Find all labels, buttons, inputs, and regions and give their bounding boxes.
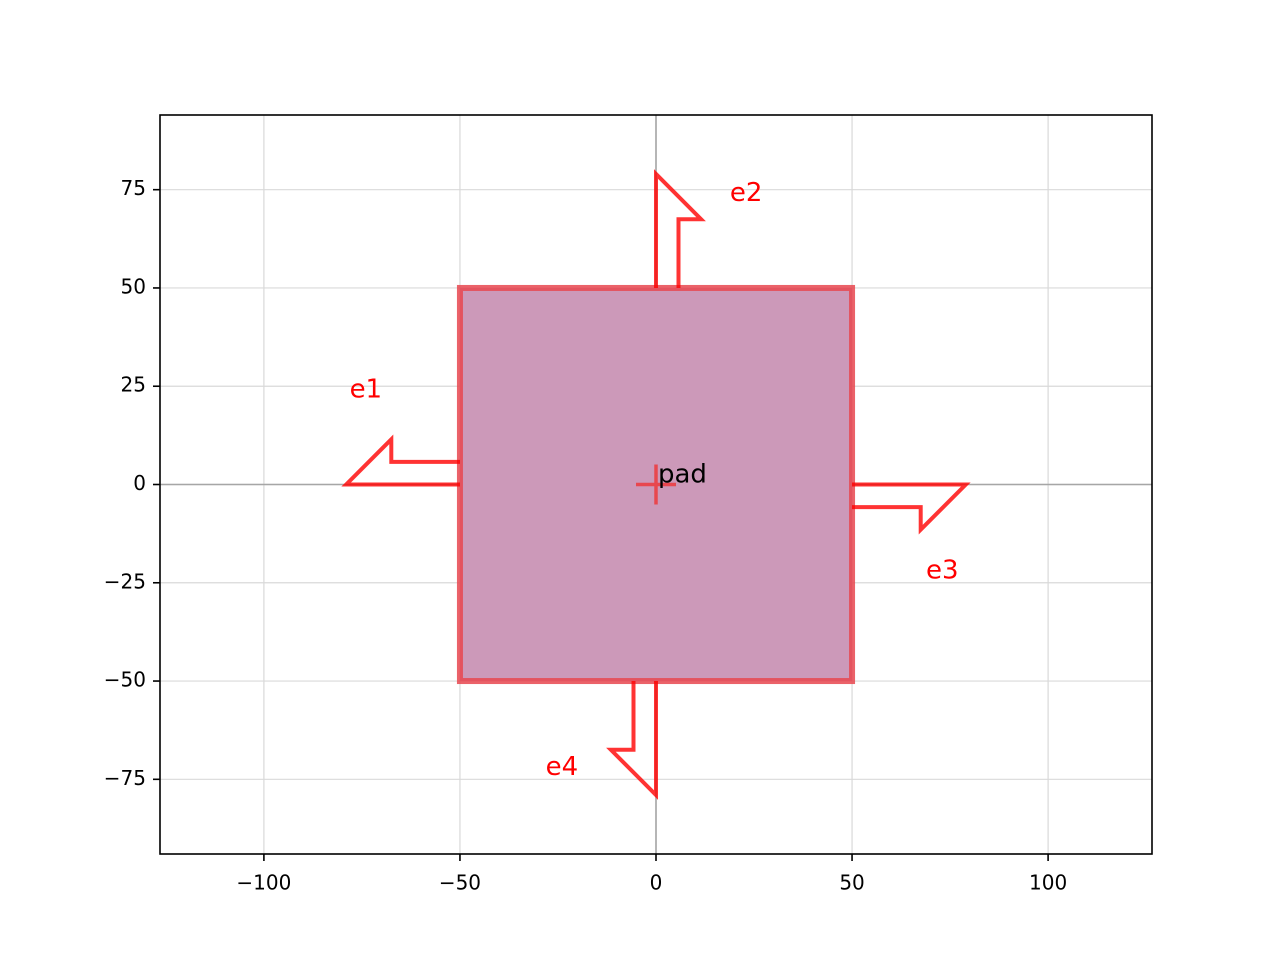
- x-tick-label: 100: [1029, 871, 1067, 895]
- y-tick-label: 50: [121, 274, 146, 298]
- port-e1-arrow: [341, 434, 460, 487]
- port-e3-arrow: [852, 482, 971, 535]
- x-tick-label: −50: [439, 871, 481, 895]
- shapes-layer: pad: [456, 284, 856, 685]
- y-tick-label: −50: [104, 668, 146, 692]
- port-e2-label: e2: [730, 178, 763, 208]
- port-e2-arrow: [654, 169, 706, 288]
- axis-ticks: −100 −50 0 50 100 −75 −50 −25 0 25 50 75: [104, 176, 1067, 894]
- y-tick-label: −25: [104, 569, 146, 593]
- y-tick-label: 25: [121, 373, 146, 397]
- x-tick-label: 0: [650, 871, 663, 895]
- ports-layer: e1 e2 e3 e4: [341, 169, 971, 800]
- y-tick-label: 0: [133, 471, 146, 495]
- y-tick-label: −75: [104, 766, 146, 790]
- port-e1-label: e1: [350, 375, 383, 405]
- pad-label: pad: [658, 460, 707, 490]
- y-tick-label: 75: [121, 176, 146, 200]
- x-tick-label: 50: [839, 871, 864, 895]
- port-e4-label: e4: [546, 752, 579, 782]
- port-e3-label: e3: [926, 555, 959, 585]
- port-e4-arrow: [606, 681, 658, 800]
- x-tick-label: −100: [236, 871, 291, 895]
